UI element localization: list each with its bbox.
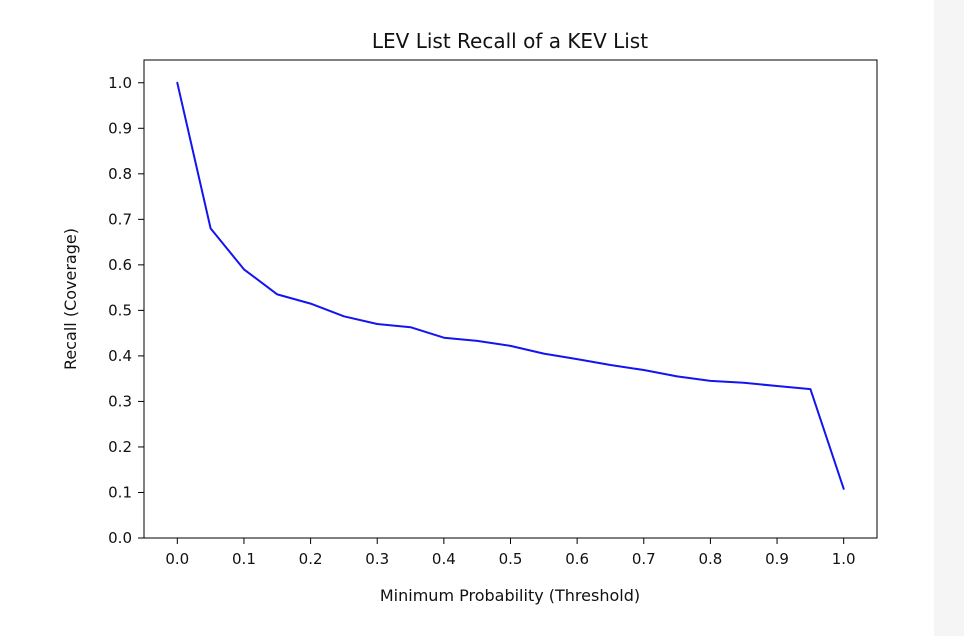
x-tick-label: 0.6 [565,550,589,568]
y-tick-label: 0.5 [108,301,132,319]
y-tick-label: 0.2 [108,438,132,456]
plot-frame [143,59,878,539]
y-tick-label: 0.6 [108,256,132,274]
y-tick-label: 0.3 [108,392,132,410]
x-tick-label: 0.7 [632,550,656,568]
y-tick-label: 0.9 [108,119,132,137]
y-tick-label: 0.8 [108,165,132,183]
x-tick-label: 0.1 [232,550,256,568]
x-axis-label: Minimum Probability (Threshold) [380,586,640,605]
x-tick-label: 1.0 [832,550,856,568]
y-tick-label: 0.0 [108,529,132,547]
series-layer [176,81,845,490]
y-tick-label: 0.1 [108,483,132,501]
y-axis-label: Recall (Coverage) [61,228,80,370]
series-line-0 [176,81,845,490]
x-tick-label: 0.4 [432,550,456,568]
y-tick-label: 0.7 [108,210,132,228]
axis-ticks: 0.0 0.1 0.2 0.3 0.4 0.5 0.6 0.7 0.8 0.9 1.0 0.0 0.1 0… [108,74,855,568]
chart-title: LEV List Recall of a KEV List [372,29,648,53]
x-tick-label: 0.0 [165,550,189,568]
x-tick-label: 0.9 [765,550,789,568]
x-tick-label: 0.3 [365,550,389,568]
y-tick-label: 1.0 [108,74,132,92]
side-panel-strip [934,0,964,636]
x-tick-label: 0.2 [299,550,323,568]
x-tick-label: 0.5 [499,550,523,568]
x-tick-label: 0.8 [698,550,722,568]
line-chart: LEV List Recall of a KEV List 0.0 0.1 0.2 0… [61,29,878,605]
y-tick-label: 0.4 [108,347,132,365]
